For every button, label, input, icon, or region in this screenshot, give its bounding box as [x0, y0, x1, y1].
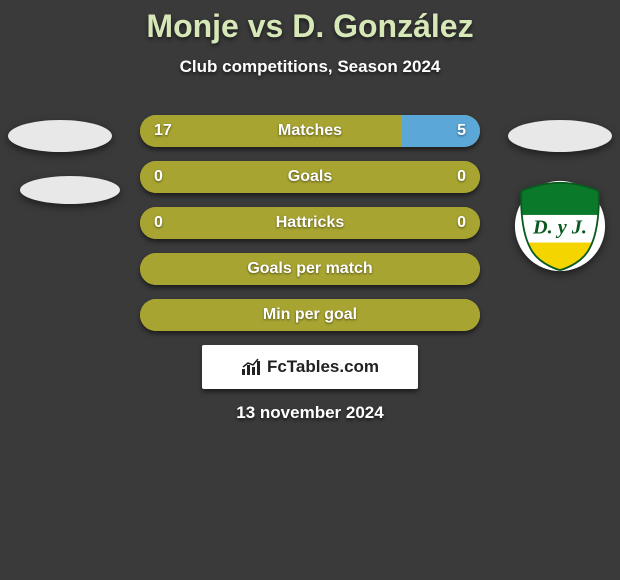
stat-bar: Goals per match [140, 253, 480, 285]
club-logo-text: D. y J. [532, 216, 587, 238]
brand-label: FcTables.com [241, 357, 379, 377]
stat-bar-left-value: 17 [154, 115, 172, 147]
stat-bar-label: Hattricks [140, 207, 480, 239]
player-left-avatar-placeholder [8, 120, 112, 152]
stat-bar-label: Goals per match [140, 253, 480, 285]
stat-bar: Goals0 0 [140, 161, 480, 193]
brand-box: FcTables.com [202, 345, 418, 389]
date-label: 13 november 2024 [0, 403, 620, 423]
stat-bar: Matches17 5 [140, 115, 480, 147]
stat-bar: Hattricks0 0 [140, 207, 480, 239]
stat-bar-left-value: 0 [154, 161, 163, 193]
player-right-club-logo: D. y J. [514, 180, 606, 272]
stat-bar-right-value: 0 [457, 161, 466, 193]
subtitle: Club competitions, Season 2024 [0, 57, 620, 77]
comparison-bars: Matches175Goals00Hattricks00Goals per ma… [140, 115, 480, 331]
stat-bar-right-value: 5 [457, 115, 466, 147]
infographic-container: Monje vs D. González Club competitions, … [0, 0, 620, 580]
player-right-avatar-placeholder [508, 120, 612, 152]
stat-bar-label: Matches [140, 115, 480, 147]
stat-bar-right-value: 0 [457, 207, 466, 239]
stat-bar-label: Min per goal [140, 299, 480, 331]
stat-bar-left-value: 0 [154, 207, 163, 239]
stat-bar-label: Goals [140, 161, 480, 193]
stat-bar: Min per goal [140, 299, 480, 331]
brand-chart-icon [241, 358, 263, 376]
player-left-club-placeholder [20, 176, 120, 204]
brand-text: FcTables.com [267, 357, 379, 377]
page-title: Monje vs D. González [0, 8, 620, 45]
